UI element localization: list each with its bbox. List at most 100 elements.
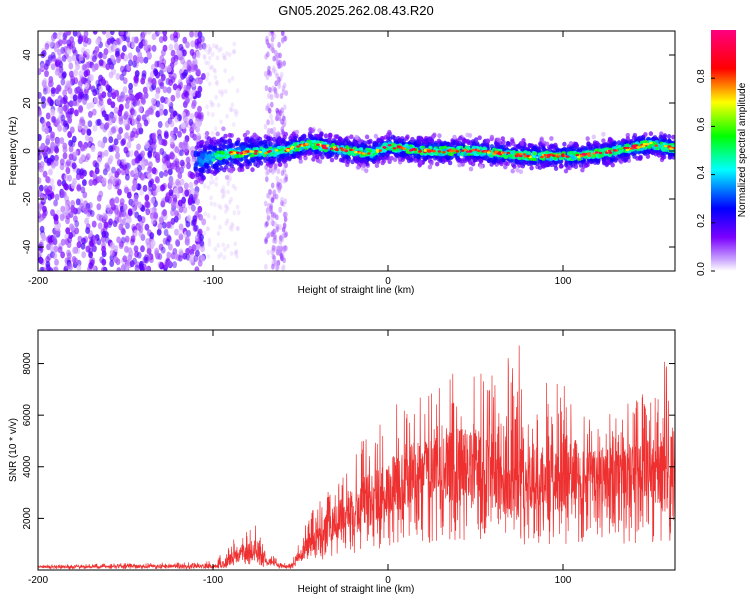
spectrogram-cell — [121, 138, 127, 146]
spectrogram-cell — [68, 42, 74, 50]
spectrogram-cell — [135, 56, 140, 64]
spectrogram-cell — [167, 168, 173, 176]
spectrogram-cell — [109, 175, 115, 183]
spectrogram-cell — [102, 52, 107, 60]
spectrogram-cell — [584, 160, 589, 166]
spectrogram-cell — [317, 159, 323, 165]
spectrogram-cell — [88, 262, 94, 269]
spectrogram-cell — [543, 161, 548, 167]
spectrogram-cell — [69, 126, 75, 134]
spectrogram-cell — [282, 245, 287, 252]
spectrogram-cell — [211, 101, 215, 107]
spectrogram-cell — [49, 244, 55, 252]
spectrogram-cell — [144, 200, 150, 208]
spectrogram-cell — [213, 74, 218, 80]
spectrogram-cell — [227, 78, 232, 84]
spectrogram-cell — [57, 246, 63, 254]
spectrogram-cell — [166, 98, 172, 106]
spectrogram-cell — [159, 55, 165, 62]
spectrogram-cell — [205, 76, 209, 82]
spectrogram-cell — [222, 189, 227, 195]
spectrogram-cell — [270, 197, 275, 204]
spectrogram-cell — [164, 132, 169, 139]
spectrogram-cell — [264, 53, 268, 60]
spectrogram-cell — [197, 205, 203, 213]
spectrogram-cell — [179, 149, 184, 157]
spectrogram-cell — [263, 200, 268, 207]
spectrogram-cell — [515, 144, 521, 150]
spectrogram-cell — [104, 162, 110, 170]
spectrogram-cell — [378, 138, 383, 144]
spectrogram-cell — [194, 145, 199, 151]
spectrogram-cell — [223, 68, 227, 74]
spectrogram-cell — [98, 190, 104, 198]
spectrogram-cell — [268, 86, 272, 93]
spectrogram-cell — [72, 31, 78, 37]
spectrogram-cell — [278, 162, 283, 168]
spectrogram-cell — [76, 241, 82, 249]
spectrogram-cell — [94, 162, 100, 170]
spectrogram-cell — [121, 228, 126, 236]
spectrogram-cell — [157, 261, 163, 269]
spectrogram-cell — [186, 214, 192, 222]
spectrogram-cell — [274, 55, 278, 61]
spectrogram-cell — [230, 221, 234, 227]
spectrogram-cell — [189, 131, 195, 138]
spectrogram-cell — [42, 170, 48, 178]
spectrogram-cell — [94, 87, 100, 95]
spectrogram-cell — [235, 88, 240, 94]
spectrogram-cell — [50, 115, 56, 123]
spectrogram-cell — [50, 108, 56, 116]
spectrogram-cell — [282, 177, 287, 184]
spectrogram-cell — [280, 196, 284, 203]
spectrogram-cell — [446, 155, 451, 161]
spectrogram-cell — [61, 54, 67, 62]
spectrogram-cell — [204, 131, 210, 136]
spectrogram-cell — [87, 141, 93, 148]
spectrogram-cell — [41, 234, 47, 242]
spectrogram-cell — [53, 214, 59, 222]
spectrogram-cell — [170, 209, 175, 217]
spectrogram-cell — [71, 135, 77, 143]
spectrogram-cell — [178, 206, 184, 213]
spectrogram-cell — [214, 176, 219, 182]
spectrogram-cell — [49, 40, 54, 48]
spectrogram-cell — [74, 99, 80, 107]
spectrogram-cell — [126, 141, 132, 149]
spectrogram-cell — [162, 86, 168, 94]
spectrogram-cell — [90, 145, 96, 153]
spectrogram-cell — [151, 167, 157, 175]
spectrogram-cell — [52, 235, 57, 243]
spectrogram-cell — [385, 132, 391, 138]
spectrogram-cell — [71, 256, 77, 263]
spectrogram-cell — [219, 46, 223, 52]
spectrogram-cell — [186, 59, 192, 67]
spectrogram-cell — [112, 220, 118, 228]
spectrogram-cell — [156, 185, 162, 193]
spectrogram-cell — [188, 245, 193, 253]
spectrogram-cell — [202, 55, 207, 61]
spectrogram-cell — [185, 156, 191, 164]
spectrogram-cell — [85, 48, 90, 56]
spectrogram-cell — [387, 159, 392, 165]
spectrogram-cell — [111, 166, 116, 174]
spectrogram-cell — [172, 194, 178, 202]
figure-title: GN05.2025.262.08.43.R20 — [278, 3, 433, 18]
spectrogram-cell — [410, 136, 415, 142]
spectrogram-cell — [60, 190, 66, 198]
spectrogram-cell — [160, 96, 166, 104]
spectrogram-cell — [205, 104, 209, 110]
spectrogram-cell — [39, 266, 45, 271]
spectrogram-cell — [77, 235, 83, 243]
spectrogram-cell — [55, 137, 61, 145]
spectrogram-cell — [373, 142, 378, 148]
spectrogram-cell — [119, 35, 124, 43]
spectrogram-cell — [58, 71, 63, 79]
spectrogram-cell — [233, 108, 237, 114]
spectrogram-cell — [539, 136, 544, 142]
spectrogram-cell — [212, 215, 217, 221]
spectrogram-cell — [151, 132, 157, 140]
spectrogram-cell — [148, 180, 153, 188]
spectrogram-cell — [45, 86, 51, 94]
spectrogram-cell — [38, 241, 44, 249]
